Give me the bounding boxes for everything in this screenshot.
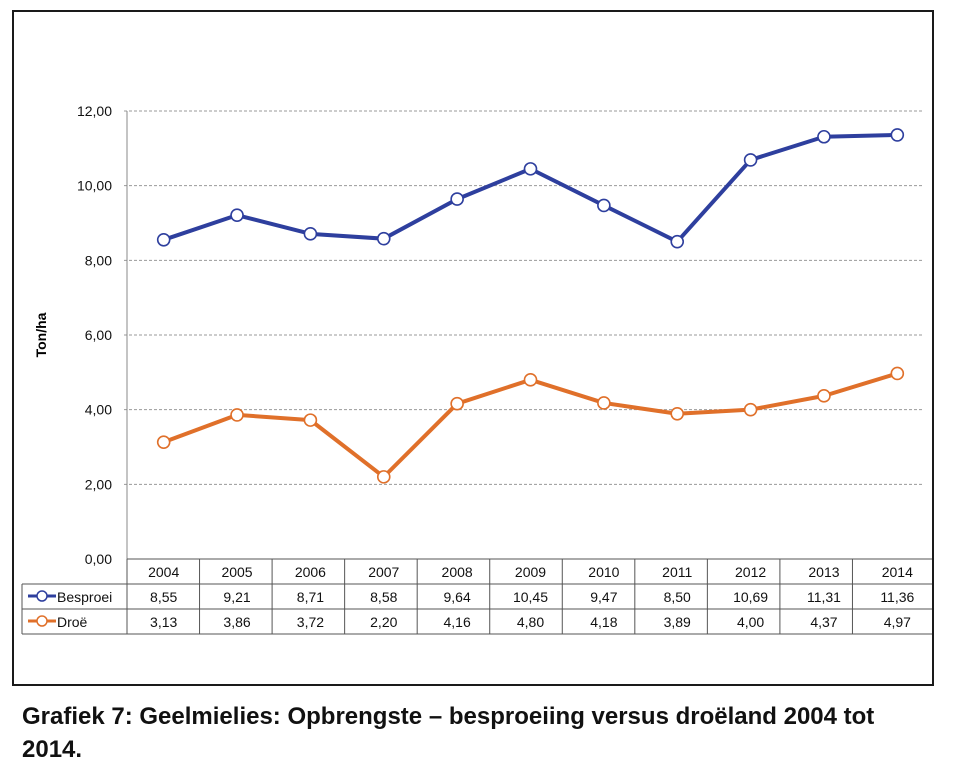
data-point	[450, 396, 464, 411]
data-table-value: 8,58	[370, 589, 397, 605]
data-point	[597, 198, 611, 213]
figure-caption: Grafiek 7: Geelmielies: Opbrengste – bes…	[22, 703, 875, 763]
data-table-value: 11,31	[807, 589, 841, 605]
data-table-value: 10,69	[733, 589, 768, 605]
data-table-value: 3,13	[150, 614, 177, 630]
data-table-value: 8,71	[297, 589, 324, 605]
data-point	[376, 231, 391, 246]
data-point	[670, 406, 685, 421]
series-line-droe	[162, 371, 898, 479]
data-table-value: 4,18	[590, 614, 617, 630]
y-tick-label: 0,00	[85, 551, 112, 567]
data-point	[230, 208, 244, 222]
y-axis-title: Ton/ha	[33, 312, 49, 357]
legend-label: Droë	[57, 614, 88, 630]
data-table-value: 9,47	[590, 589, 617, 605]
y-tick-label: 10,00	[77, 178, 112, 194]
data-point	[230, 408, 244, 422]
data-table-value: 3,72	[297, 614, 324, 630]
x-tick-label: 2004	[148, 564, 179, 580]
data-table-value: 10,45	[513, 589, 548, 605]
data-point	[156, 233, 171, 247]
data-point	[450, 192, 464, 206]
x-tick-label: 2008	[442, 564, 473, 580]
data-table-value: 11,36	[880, 589, 914, 605]
y-tick-label: 12,00	[77, 103, 112, 119]
data-point	[817, 389, 831, 403]
data-point	[523, 372, 538, 387]
y-tick-label: 8,00	[85, 252, 112, 268]
x-tick-label: 2014	[882, 564, 913, 580]
data-table-value: 4,97	[884, 614, 911, 630]
x-tick-label: 2005	[221, 564, 252, 580]
y-tick-label: 6,00	[85, 327, 112, 343]
data-point	[817, 129, 831, 144]
data-table-value: 4,80	[517, 614, 544, 630]
data-point	[376, 470, 391, 484]
data-point	[597, 396, 611, 410]
data-point	[303, 413, 318, 427]
data-table-value: 3,89	[664, 614, 691, 630]
x-tick-label: 2012	[735, 564, 766, 580]
data-table-value: 3,86	[223, 614, 250, 630]
data-table-value: 4,16	[444, 614, 471, 630]
x-tick-label: 2006	[295, 564, 326, 580]
data-point	[743, 402, 758, 417]
data-table-value: 8,55	[150, 589, 177, 605]
data-point	[670, 234, 685, 249]
series-line-besproei	[163, 132, 898, 244]
x-tick-label: 2010	[588, 564, 619, 580]
chart-frame: 0,00 2,00 4,00 6,00 8,00 10,00 12,00 Ton/ha 2004…	[12, 10, 934, 686]
data-table-value: 8,50	[664, 589, 691, 605]
data-table-value: 9,21	[223, 589, 250, 605]
x-tick-label: 2007	[368, 564, 399, 580]
x-tick-label: 2009	[515, 564, 546, 580]
data-point	[156, 435, 171, 449]
data-table-value: 4,00	[737, 614, 764, 630]
data-point	[523, 162, 538, 176]
data-table-value: 4,37	[810, 614, 837, 630]
data-table-value: 2,20	[370, 614, 397, 630]
legend-marker-besproei	[36, 590, 48, 602]
data-point	[890, 366, 905, 381]
legend-marker-droe	[36, 615, 48, 627]
y-tick-label: 2,00	[85, 476, 112, 492]
data-table-value: 9,64	[444, 589, 471, 605]
data-point	[303, 227, 318, 241]
y-tick-label: 4,00	[85, 402, 112, 418]
x-tick-label: 2013	[808, 564, 839, 580]
x-tick-label: 2011	[662, 564, 692, 580]
legend-label: Besproei	[57, 589, 112, 605]
data-point	[890, 128, 905, 142]
data-point	[743, 153, 758, 167]
line-chart: 0,00 2,00 4,00 6,00 8,00 10,00 12,00 Ton/ha 2004…	[21, 103, 932, 635]
